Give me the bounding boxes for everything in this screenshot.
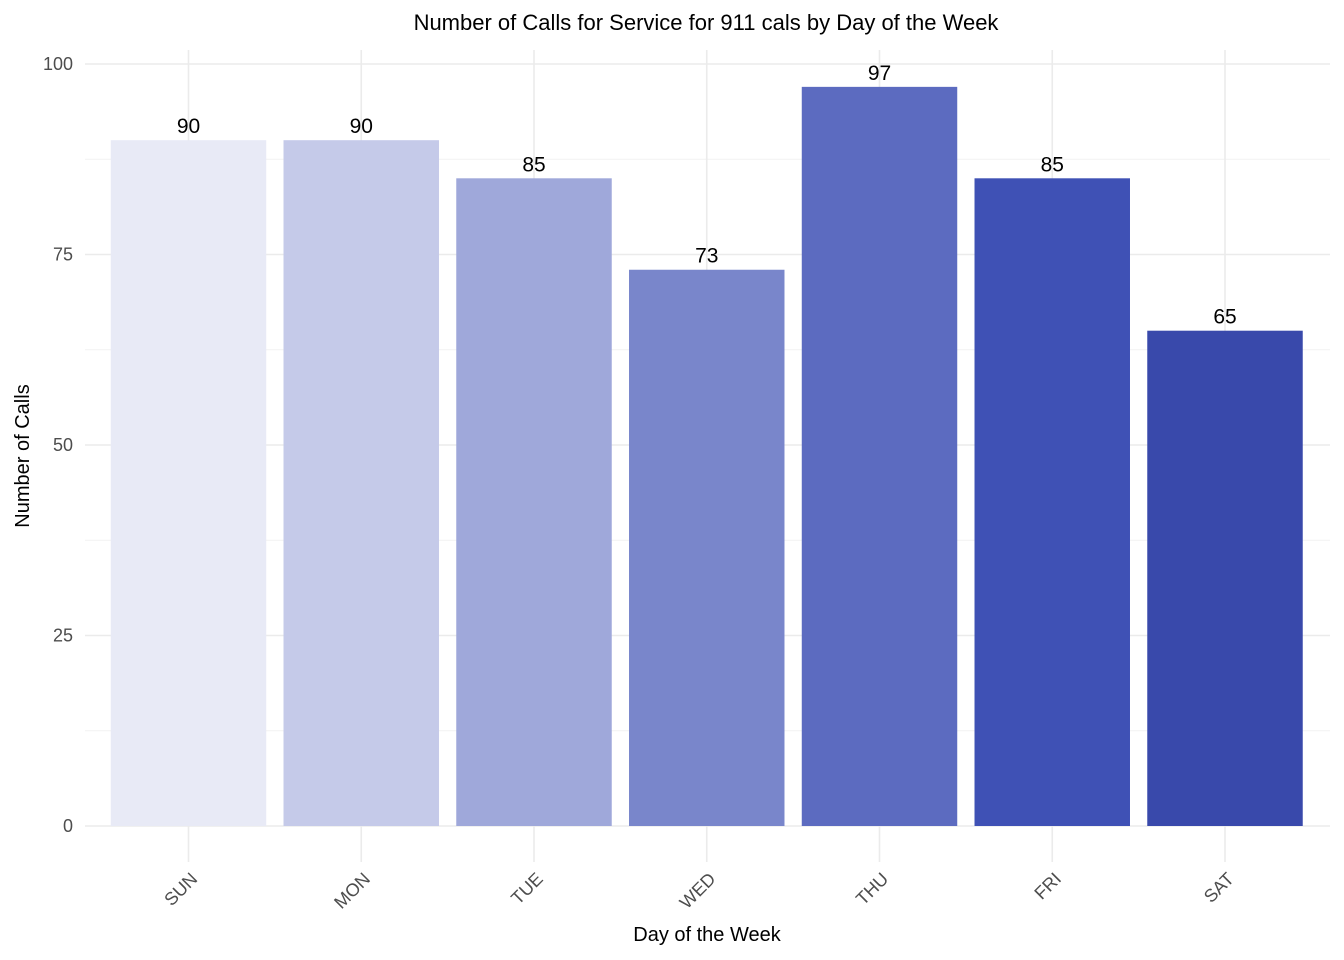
data-label-sun: 90 xyxy=(177,115,200,138)
y-tick-label: 50 xyxy=(53,435,73,455)
x-tick-label-fri: FRI xyxy=(1030,869,1065,904)
data-labels: 90 90 85 73 97 85 65 xyxy=(177,62,1237,329)
chart-title: Number of Calls for Service for 911 cals… xyxy=(414,10,1000,35)
x-tick-label-sat: SAT xyxy=(1200,869,1238,907)
y-axis-title: Number of Calls xyxy=(12,384,34,527)
bar-thu xyxy=(801,86,958,827)
x-tick-label-mon: MON xyxy=(330,869,374,913)
data-label-thu: 97 xyxy=(868,62,891,85)
data-label-fri: 85 xyxy=(1041,153,1064,176)
x-axis-ticks: SUN MON TUE WED THU FRI SAT xyxy=(160,869,1238,913)
y-axis-ticks: 0 25 50 75 100 xyxy=(43,54,73,836)
bar-tue xyxy=(456,178,612,827)
bars xyxy=(110,86,1303,827)
x-axis-title: Day of the Week xyxy=(633,924,781,946)
data-label-mon: 90 xyxy=(350,115,373,138)
data-label-wed: 73 xyxy=(695,245,718,268)
bar-sun xyxy=(110,140,267,826)
x-tick-label-thu: THU xyxy=(852,869,892,909)
y-tick-label: 100 xyxy=(43,54,73,74)
y-tick-label: 75 xyxy=(53,245,73,265)
y-tick-label: 0 xyxy=(63,816,73,836)
x-tick-label-tue: TUE xyxy=(507,869,547,909)
x-tick-label-wed: WED xyxy=(676,869,720,913)
data-label-tue: 85 xyxy=(522,153,545,176)
y-tick-label: 25 xyxy=(53,626,73,646)
bar-wed xyxy=(629,269,785,826)
data-label-sat: 65 xyxy=(1213,306,1236,329)
bar-mon xyxy=(283,140,439,826)
bar-sat xyxy=(1147,330,1303,826)
x-tick-label-sun: SUN xyxy=(160,869,201,910)
bar-fri xyxy=(974,178,1130,827)
